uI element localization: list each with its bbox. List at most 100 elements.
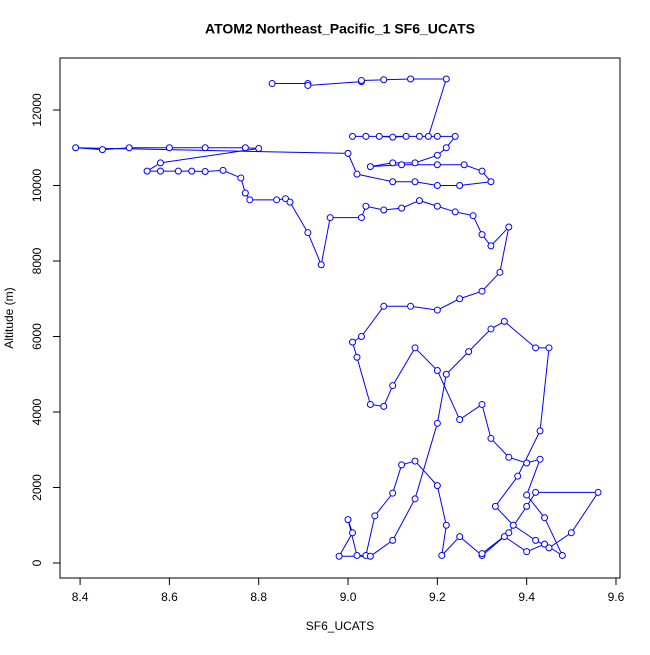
data-point [424,132,432,140]
y-tick-label: 4000 [30,398,44,425]
data-point [460,161,468,169]
x-axis-label: SF6_UCATS [306,619,374,633]
x-tick-label: 8.4 [72,590,89,604]
data-point [98,146,106,154]
data-point [541,540,549,548]
data-point [433,181,441,189]
data-point [433,151,441,159]
data-point [246,196,254,204]
y-tick-label: 10000 [30,168,44,202]
data-point [241,189,249,197]
data-point [478,400,486,408]
data-point [286,198,294,206]
data-point [411,178,419,186]
data-point [398,161,406,169]
data-point [411,344,419,352]
data-point [442,521,450,529]
data-point [201,144,209,152]
data-point [344,149,352,157]
data-point [465,348,473,356]
data-point [389,133,397,141]
data-point [389,536,397,544]
data-point [433,132,441,140]
data-point [487,325,495,333]
x-tick-label: 9.6 [608,590,625,604]
data-point [366,163,374,171]
data-point [541,514,549,522]
y-tick-label: 6000 [30,323,44,350]
data-point [478,287,486,295]
data-point [505,529,513,537]
data-point [219,166,227,174]
data-point [143,167,151,175]
data-point [389,159,397,167]
data-point [433,366,441,374]
y-axis-label: Altitude (m) [2,287,16,348]
data-point [72,144,80,152]
data-point [353,353,361,361]
data-point [567,529,575,537]
data-point [165,144,173,152]
data-point [456,416,464,424]
data-point [438,551,446,559]
x-tick-label: 8.8 [250,590,267,604]
data-point [357,214,365,222]
data-point [415,132,423,140]
data-point [304,81,312,89]
data-point [496,268,504,276]
data-point [402,132,410,140]
data-point [411,495,419,503]
data-point [326,214,334,222]
data-point [375,132,383,140]
x-tick-label: 9.2 [429,590,446,604]
data-point [273,196,281,204]
data-point [156,159,164,167]
data-point [451,132,459,140]
chart-title: ATOM2 Northeast_Pacific_1 SF6_UCATS [205,21,475,37]
data-point [545,544,553,552]
x-tick-label: 8.6 [161,590,178,604]
data-point [241,144,249,152]
data-point [523,459,531,467]
data-point [478,167,486,175]
data-point [433,482,441,490]
data-point [380,302,388,310]
data-point [357,77,365,85]
data-point [456,295,464,303]
data-point [442,144,450,152]
data-point [545,344,553,352]
data-point [380,402,388,410]
data-point [125,144,133,152]
data-point [523,548,531,556]
data-point [433,202,441,210]
data-point [380,206,388,214]
data-point [349,132,357,140]
data-point [188,167,196,175]
data-point [478,550,486,558]
y-tick-label: 12000 [30,93,44,127]
data-point [487,434,495,442]
data-point [411,159,419,167]
data-point [156,167,164,175]
data-point [353,170,361,178]
data-point [174,167,182,175]
data-line [75,78,600,557]
x-tick-label: 9.0 [340,590,357,604]
data-point [380,76,388,84]
data-point [268,80,276,88]
data-point [433,419,441,427]
data-point [344,516,352,524]
data-point [536,427,544,435]
data-point [469,212,477,220]
data-point [456,533,464,541]
data-point [389,489,397,497]
data-point [335,552,343,560]
data-point [500,533,508,541]
data-point [282,195,290,203]
data-point [255,144,263,152]
data-point [433,161,441,169]
data-point [514,472,522,480]
x-tick-label: 9.4 [518,590,535,604]
data-point [442,75,450,83]
data-point [456,181,464,189]
